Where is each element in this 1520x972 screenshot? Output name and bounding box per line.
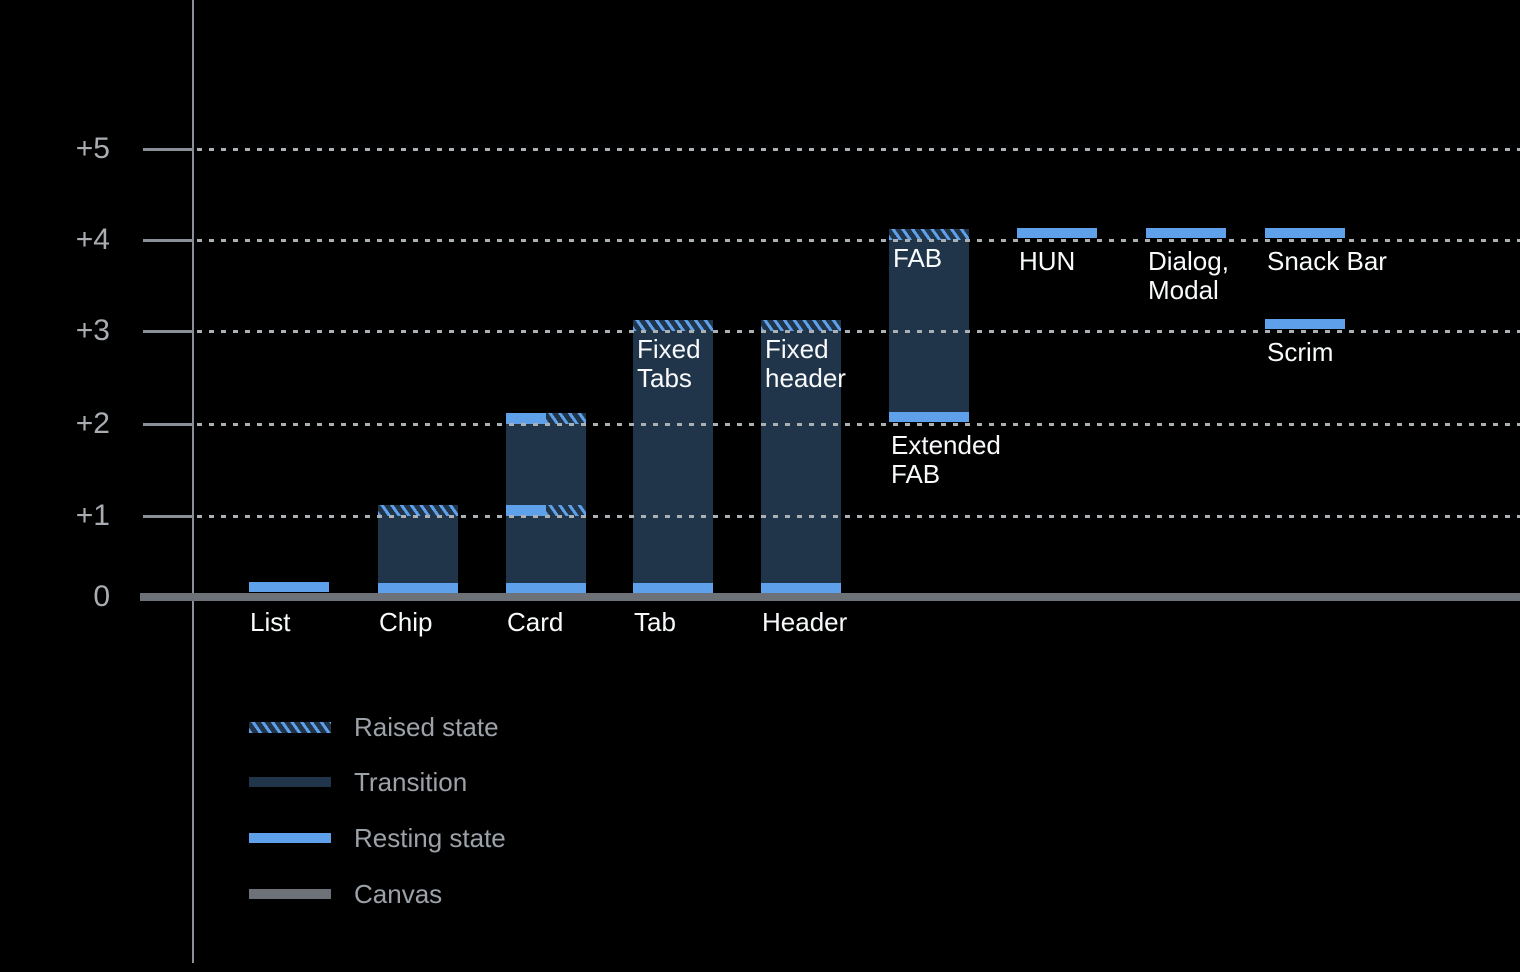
bar-chip [378,505,458,593]
bar-fab [889,229,969,422]
resting-bar-list [249,582,329,592]
raised-half-card [546,505,586,516]
legend-item-raised-state: Raised state [249,712,499,742]
y-tick-label-1: +1 [75,499,110,532]
y-tick-label-2: +2 [75,407,110,440]
y-tick-label-4: +4 [75,223,110,256]
y-tick-5 [143,148,193,151]
legend-item-transition: Transition [249,767,467,797]
below-label-dialog-modal: Dialog, Modal [1148,246,1229,305]
y-tick-3 [143,330,193,333]
y-tick-label-0: 0 [93,580,110,613]
gridline-1 [197,515,1520,518]
y-tick-4 [143,239,193,242]
raised-state-band-tab [633,320,713,331]
raised-state-band-header [761,320,841,331]
below-label-snack-bar: Snack Bar [1267,246,1387,276]
legend-label-transition: Transition [354,766,468,797]
resting-strip-fab [889,412,969,422]
canvas-baseline [140,593,1520,601]
resting-strip-tab [633,583,713,593]
raised-state-band-fab [889,229,969,240]
resting-raised-band-card [506,505,586,516]
axis-label-tab: Tab [634,607,676,637]
axis-label-chip: Chip [379,607,433,637]
bar-inside-label-tab: Fixed Tabs [637,334,701,393]
axis-label-header: Header [762,607,848,637]
resting-bar-snack-bar [1265,228,1345,238]
resting-state-swatch-icon [249,833,331,843]
below-label-hun: HUN [1019,246,1076,276]
gridline-3 [197,330,1520,333]
raised-state-band-chip [378,505,458,516]
y-tick-1 [143,515,193,518]
bar-header [761,320,841,593]
gridline-5 [197,148,1520,151]
legend-item-canvas: Canvas [249,879,442,909]
legend-label-raised-state: Raised state [354,711,499,742]
bar-inside-label-header: Fixed header [765,334,846,393]
resting-raised-band-card [506,413,586,424]
y-tick-label-5: +5 [75,132,110,165]
canvas-swatch-icon [249,889,331,899]
y-axis-line [192,0,194,963]
resting-bar-hun [1017,228,1097,238]
below-label-scrim: Scrim [1267,337,1334,367]
raised-half-card [546,413,586,424]
bar-tab [633,320,713,593]
axis-label-list: List [250,607,291,637]
raised-state-swatch-icon [249,721,331,733]
gridline-2 [197,423,1520,426]
legend-label-canvas: Canvas [354,878,443,909]
resting-bar-scrim [1265,319,1345,329]
resting-half-card [506,505,546,516]
below-label-fab: Extended FAB [891,430,1001,489]
resting-bar-dialog-modal [1146,228,1226,238]
axis-label-card: Card [507,607,564,637]
legend-item-resting-state: Resting state [249,823,506,853]
resting-half-card [506,413,546,424]
legend-label-resting-state: Resting state [354,822,506,853]
y-tick-label-3: +3 [75,314,110,347]
resting-strip-chip [378,583,458,593]
gridline-4 [197,239,1520,242]
resting-strip-header [761,583,841,593]
transition-swatch-icon [249,777,331,787]
bar-inside-label-fab: FAB [893,243,943,273]
bar-card [506,413,586,593]
resting-strip-card [506,583,586,593]
y-tick-2 [143,423,193,426]
